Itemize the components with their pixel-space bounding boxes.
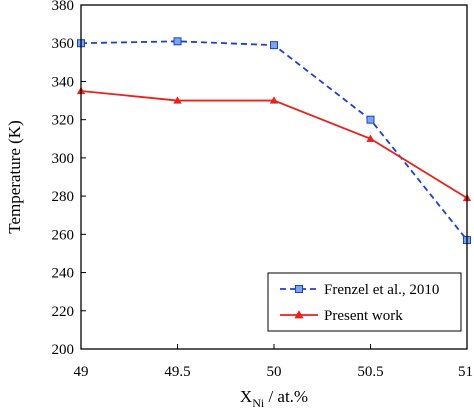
- legend-marker-present-work: [294, 310, 304, 319]
- x-tick-label: 50: [267, 364, 282, 380]
- y-tick-label: 200: [52, 342, 75, 358]
- plot-frame: [80, 4, 468, 350]
- series-line-0: [80, 40, 468, 241]
- y-tick-label: 280: [52, 189, 75, 205]
- x-tick-label: 49.5: [164, 364, 190, 380]
- y-tick-label: 300: [52, 151, 75, 167]
- y-tick-label: 240: [52, 266, 75, 282]
- data-point-triangle: [366, 134, 375, 142]
- legend-box: [267, 272, 462, 332]
- series-line-1: [80, 90, 468, 199]
- data-point-square: [366, 115, 375, 124]
- series-layer: [76, 37, 472, 245]
- y-tick-label: 260: [52, 227, 75, 243]
- data-point-triangle: [173, 96, 182, 104]
- x-tick-label: 49: [74, 364, 89, 380]
- y-tick-label: 220: [52, 304, 75, 320]
- data-point-square: [270, 41, 278, 50]
- x-axis-label-main: X: [240, 387, 252, 406]
- legend-label-present-work: Present work: [324, 308, 403, 324]
- y-tick-label: 360: [52, 36, 75, 52]
- y-axis-ticks: 200 220 240 260 280 300 320 340 360 380: [52, 0, 86, 358]
- legend-label-frenzel: Frenzel et al., 2010: [324, 282, 439, 298]
- legend-marker-frenzel: [295, 285, 303, 293]
- x-axis-label: XNi / at.%: [240, 387, 308, 409]
- y-tick-label: 320: [52, 113, 75, 129]
- x-axis-label-subscript: Ni: [252, 396, 265, 409]
- x-axis-label-unit: / at.%: [264, 387, 308, 406]
- x-tick-label: 51: [458, 364, 473, 380]
- y-tick-label: 380: [52, 0, 75, 14]
- y-axis-label: Temperature (K): [5, 120, 24, 234]
- legend: Frenzel et al., 2010 Present work: [267, 272, 462, 332]
- data-point-square: [173, 37, 182, 46]
- y-tick-label: 340: [52, 74, 75, 90]
- data-point-triangle: [269, 96, 279, 104]
- x-tick-label: 50.5: [357, 364, 383, 380]
